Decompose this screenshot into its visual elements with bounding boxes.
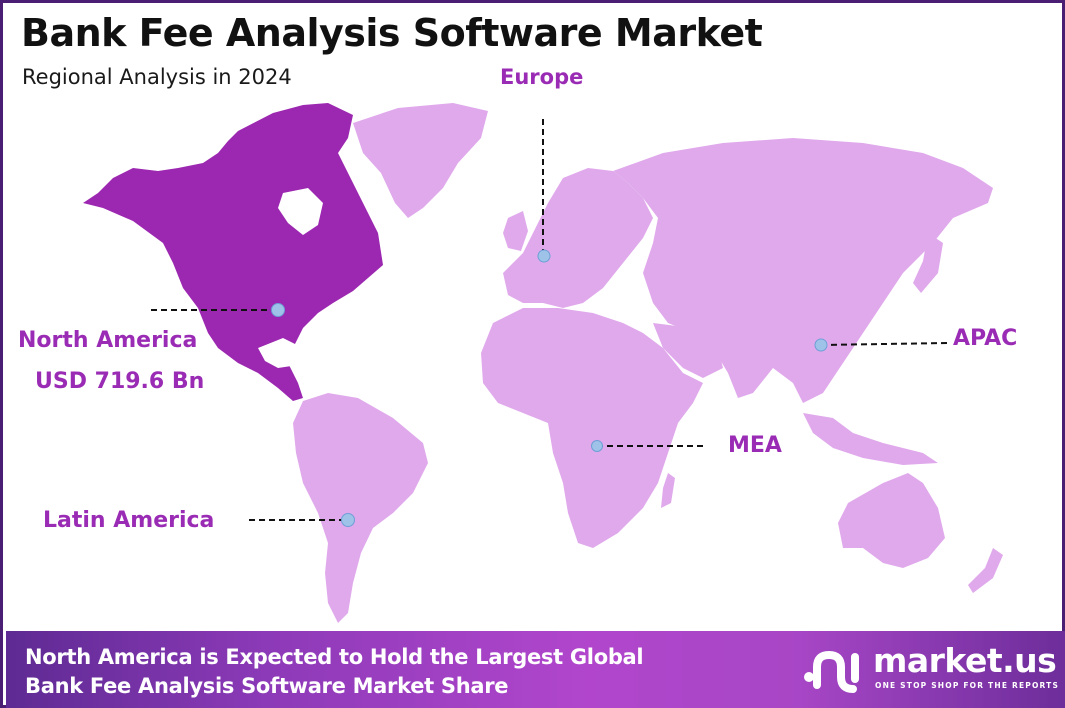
marker-north-america[interactable] xyxy=(271,303,285,317)
label-north-america: North America xyxy=(18,328,198,353)
banner-line-1: North America is Expected to Hold the La… xyxy=(25,645,644,669)
marker-europe[interactable] xyxy=(537,249,551,263)
latin-america-shape[interactable] xyxy=(293,393,428,623)
logo-mark-icon xyxy=(804,650,859,693)
value-north-america: USD 719.6 Bn xyxy=(35,369,205,394)
marker-apac[interactable] xyxy=(814,338,828,352)
leader-line-apac xyxy=(820,342,949,346)
new-zealand-shape xyxy=(968,548,1003,593)
gulf-of-mexico xyxy=(258,338,303,368)
north-america-shape[interactable] xyxy=(83,103,383,401)
arabian-peninsula xyxy=(653,323,723,378)
marker-mea[interactable] xyxy=(591,440,603,452)
uk-shape xyxy=(503,211,528,251)
greenland-shape xyxy=(353,103,488,218)
banner-line-2: Bank Fee Analysis Software Market Share xyxy=(25,674,509,698)
world-map xyxy=(83,103,1003,623)
hudson-bay xyxy=(278,188,323,235)
label-apac: APAC xyxy=(953,326,1018,351)
page-subtitle: Regional Analysis in 2024 xyxy=(22,65,292,89)
europe-shape[interactable] xyxy=(503,168,653,308)
label-latin-america: Latin America xyxy=(43,508,215,533)
label-mea: MEA xyxy=(728,433,782,458)
label-europe: Europe xyxy=(500,65,584,89)
banner-headline: North America is Expected to Hold the La… xyxy=(25,643,644,701)
southeast-asia-islands xyxy=(803,413,938,465)
marker-latin-america[interactable] xyxy=(341,513,355,527)
madagascar-shape xyxy=(661,473,675,508)
asia-shape[interactable] xyxy=(613,138,993,403)
logo-wordmark: market.us xyxy=(873,641,1057,680)
australia-shape xyxy=(838,473,945,568)
logo-tagline: ONE STOP SHOP FOR THE REPORTS xyxy=(875,681,1060,690)
page-title: Bank Fee Analysis Software Market xyxy=(21,11,763,55)
market-us-logo[interactable]: market.us ONE STOP SHOP FOR THE REPORTS xyxy=(803,641,1058,695)
africa-shape[interactable] xyxy=(481,308,703,548)
japan-shape xyxy=(913,233,943,293)
footer-banner: North America is Expected to Hold the La… xyxy=(6,631,1065,708)
